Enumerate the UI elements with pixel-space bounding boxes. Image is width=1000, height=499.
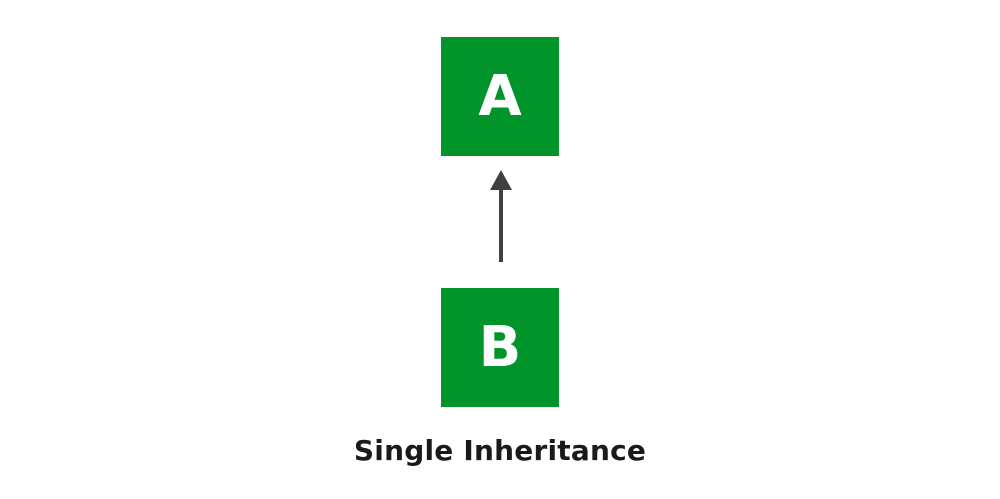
arrow-head — [490, 170, 512, 190]
class-b-label: B — [478, 314, 522, 380]
class-b-box: B — [441, 288, 559, 407]
class-a-label: A — [478, 63, 522, 129]
arrow-shaft — [499, 188, 503, 262]
class-a-box: A — [441, 37, 559, 156]
inheritance-arrow-icon — [490, 170, 512, 262]
diagram-caption: Single Inheritance — [353, 434, 647, 467]
